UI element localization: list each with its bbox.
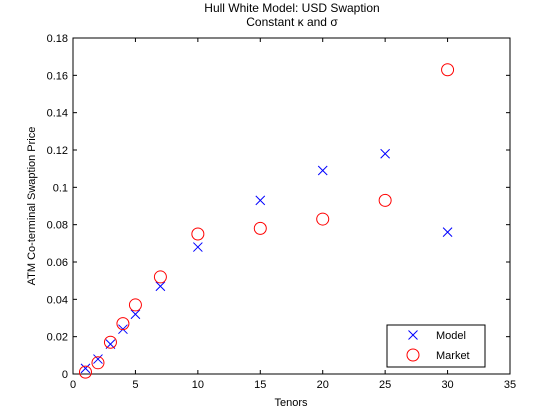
x-tick-label: 10 (192, 379, 204, 391)
market-point (128, 298, 142, 312)
y-tick-label: 0.18 (47, 33, 68, 45)
y-tick-label: 0.16 (47, 70, 68, 82)
x-tick-label: 20 (317, 379, 329, 391)
x-tick-label: 30 (441, 379, 453, 391)
market-point (103, 335, 117, 349)
y-tick-label: 0.12 (47, 145, 68, 157)
x-tick-label: 35 (504, 379, 516, 391)
legend-marker-model (408, 330, 418, 340)
legend: Model Market (386, 324, 486, 368)
legend-label-model: Model (436, 330, 466, 342)
market-point (116, 317, 130, 331)
market-point (253, 221, 267, 235)
model-point (155, 281, 166, 292)
y-tick-label: 0.08 (47, 220, 68, 232)
model-point (130, 309, 141, 320)
market-point (316, 212, 330, 226)
plot-area (72, 37, 511, 375)
model-point (317, 165, 328, 176)
market-point (91, 356, 105, 370)
y-tick-label: 0.14 (47, 108, 68, 120)
y-tick-label: 0.06 (47, 257, 68, 269)
model-point (93, 354, 103, 364)
y-axis-label: ATM Co-terminal Swaption Price (26, 127, 38, 286)
chart-subtitle: Constant κ and σ (246, 15, 338, 29)
model-point (380, 148, 390, 159)
data-marks (78, 63, 455, 379)
legend-marker-market (406, 348, 420, 362)
y-tick-label: 0.1 (53, 182, 68, 194)
x-tick-label: 5 (132, 379, 138, 391)
market-point (191, 227, 205, 241)
x-tick-label: 25 (379, 379, 391, 391)
model-point (255, 195, 266, 206)
market-point (378, 193, 392, 207)
legend-box (386, 324, 486, 368)
y-tick-label: 0.04 (47, 294, 68, 306)
y-tick-label: 0.02 (47, 332, 68, 344)
y-tick-label: 0 (62, 369, 68, 381)
x-axis: 0 5 10 15 20 25 30 35 (70, 38, 516, 391)
market-point (441, 63, 455, 77)
market-point (153, 270, 167, 284)
model-point (80, 363, 91, 374)
model-point (442, 227, 453, 237)
y-axis: 0 0.02 0.04 0.06 0.08 0.1 0.12 0.14 0.16 0.18 (47, 33, 510, 381)
legend-label-market: Market (436, 350, 470, 362)
x-tick-label: 0 (70, 379, 76, 391)
market-point (78, 365, 92, 379)
legend-symbol-market (406, 348, 420, 362)
chart-title: Hull White Model: USD Swaption (204, 1, 379, 15)
model-point (193, 242, 203, 252)
x-tick-label: 15 (254, 379, 266, 391)
legend-symbol-model (408, 330, 418, 340)
x-axis-label: Tenors (274, 397, 308, 409)
